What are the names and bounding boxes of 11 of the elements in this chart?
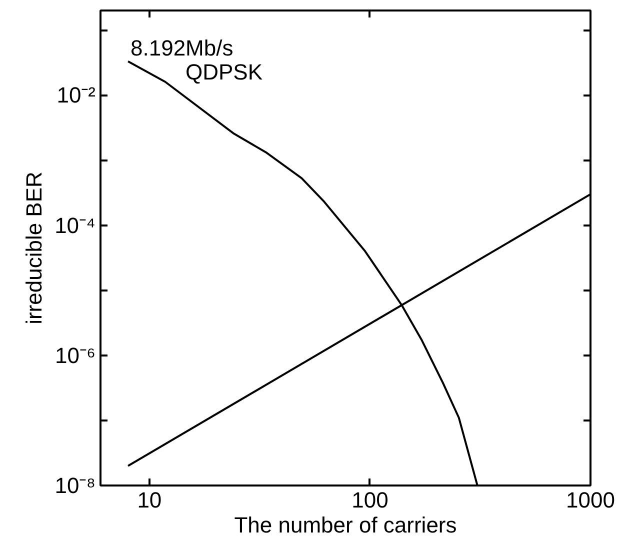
x-axis-title: The number of carriers bbox=[234, 512, 457, 538]
annotation: 8.192Mb/s bbox=[130, 36, 234, 60]
annotation: QDPSK bbox=[186, 60, 263, 84]
y-tick-label: 10⁻⁴ bbox=[54, 212, 96, 238]
y-tick-label: 10⁻⁶ bbox=[54, 342, 96, 368]
x-tick-label: 100 bbox=[352, 488, 388, 512]
y-axis-title: irreducible BER bbox=[22, 172, 47, 324]
x-tick-label: 1000 bbox=[566, 488, 615, 512]
x-tick-label: 10 bbox=[137, 488, 162, 512]
y-tick-label: 10⁻⁸ bbox=[54, 473, 96, 498]
y-tick-label: 10⁻² bbox=[56, 82, 96, 108]
